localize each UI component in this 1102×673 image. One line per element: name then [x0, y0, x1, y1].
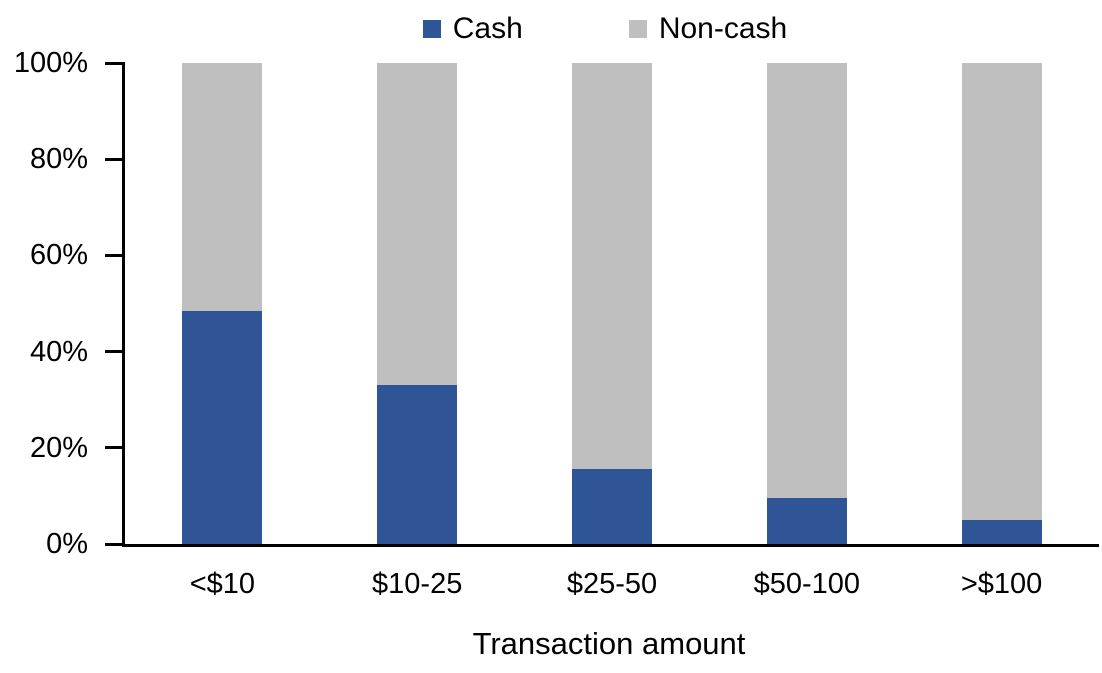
bar-segment-non-cash: [182, 63, 263, 311]
y-tick-label: 100%: [13, 47, 88, 79]
y-tick-label: 0%: [46, 528, 88, 560]
legend-label-noncash: Non-cash: [658, 12, 788, 45]
x-tick-label: $50-100: [753, 568, 860, 600]
x-axis-labels: <$10 $10-25 $25-50 $50-100 >$100: [125, 567, 1099, 601]
x-tick-label: <$10: [189, 568, 256, 600]
plot-area: <$10 $10-25 $25-50 $50-100 >$100 0% 20% 40% 60%…: [14, 47, 1099, 600]
bar-slot: [125, 63, 320, 544]
y-axis-tick: [105, 350, 125, 354]
stacked-bar-1: [182, 63, 263, 544]
y-axis-tick: [105, 446, 125, 450]
x-tick-label: $10-25: [372, 568, 463, 600]
bar-segment-non-cash: [766, 63, 847, 499]
bar-slot: [904, 63, 1099, 544]
bars-container: [125, 63, 1099, 544]
y-axis-tick: [105, 542, 125, 546]
cash-legend-swatch-icon: [422, 20, 441, 38]
bar-segment-non-cash: [377, 63, 458, 386]
legend-label-cash: Cash: [452, 12, 523, 45]
y-axis-tick: [105, 253, 125, 257]
bar-segment-cash: [377, 385, 458, 544]
bar-segment-non-cash: [961, 63, 1042, 520]
y-tick-label: 80%: [29, 143, 88, 176]
chart-legend: Cash Non-cash: [54, 12, 1102, 46]
bar-segment-cash: [766, 498, 847, 544]
y-axis-tick: [105, 157, 125, 161]
bar-segment-non-cash: [571, 63, 652, 470]
y-tick-label: 20%: [29, 431, 88, 464]
bar-slot: [515, 63, 710, 544]
x-axis-title: Transaction amount: [472, 626, 746, 661]
legend-item-noncash: Non-cash: [628, 12, 788, 46]
y-tick-label: 40%: [29, 335, 88, 368]
noncash-legend-swatch-icon: [628, 20, 647, 38]
bar-segment-cash: [571, 469, 652, 544]
stacked-bar-2: [377, 63, 458, 544]
legend-item-cash: Cash: [422, 12, 523, 46]
stacked-bar-3: [571, 63, 652, 544]
bar-slot: [320, 63, 515, 544]
y-axis-tick: [105, 61, 125, 65]
stacked-bar-4: [766, 63, 847, 544]
bar-segment-cash: [182, 310, 263, 544]
bar-slot: [709, 63, 904, 544]
bar-segment-cash: [961, 519, 1042, 544]
y-tick-label: 60%: [29, 239, 88, 272]
stacked-bar-5: [961, 63, 1042, 544]
x-tick-label: $25-50: [566, 568, 658, 600]
x-tick-label: >$100: [960, 568, 1043, 600]
